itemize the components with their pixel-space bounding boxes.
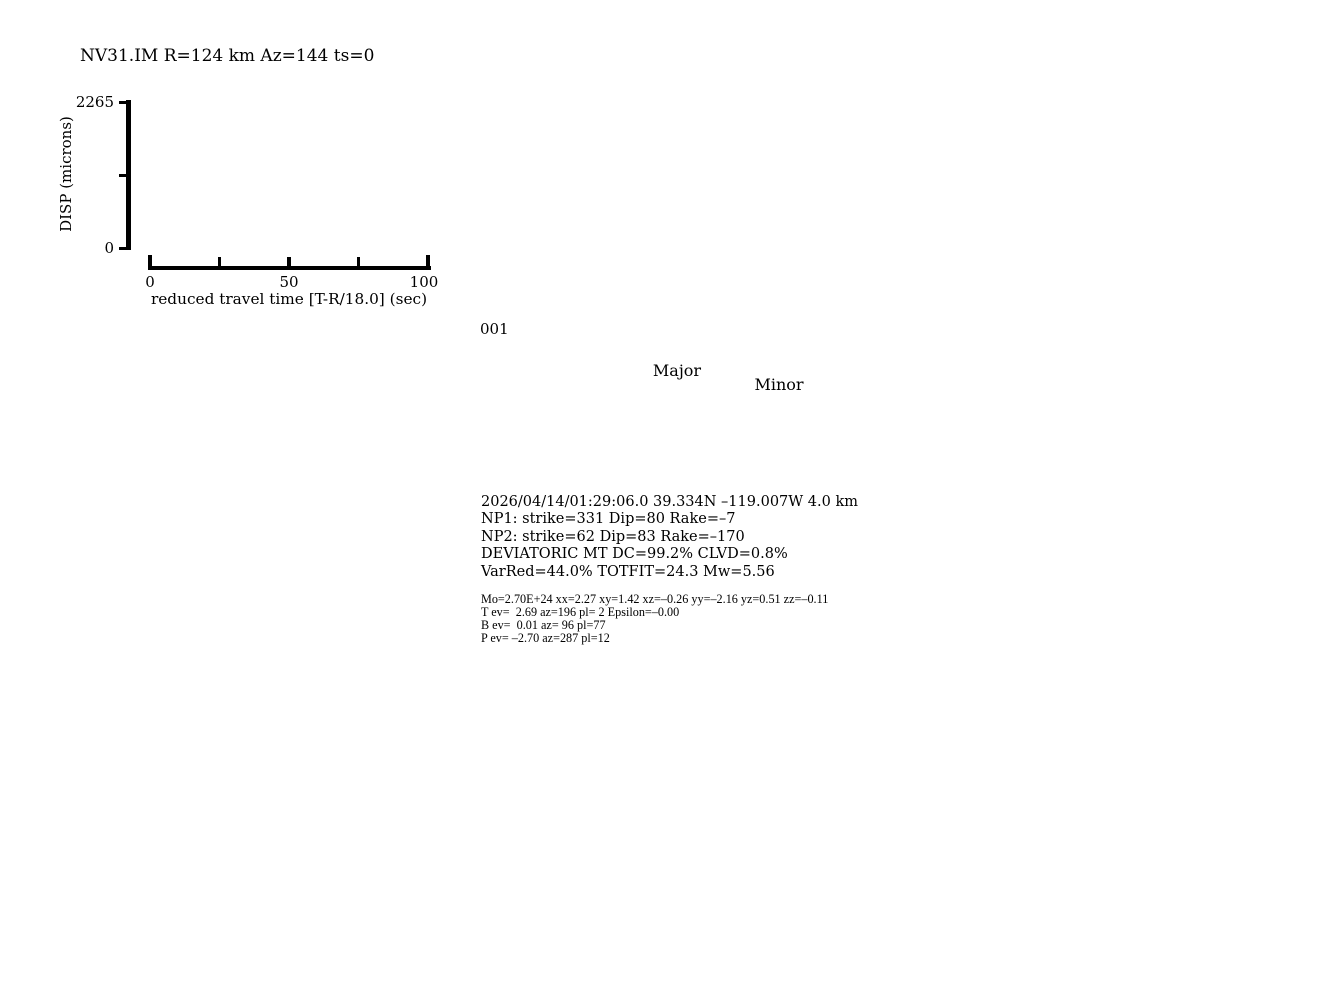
- event-fit-line: VarRed=44.0% TOTFIT=24.3 Mw=5.56: [481, 563, 775, 580]
- x-axis-title: reduced travel time [T-R/18.0] (sec): [150, 290, 428, 308]
- beachball-label-minor: Minor: [754, 375, 804, 394]
- mt-paxis-line: P ev= –2.70 az=287 pl=12: [481, 631, 610, 645]
- x-tick-label: 100: [409, 273, 439, 291]
- x-axis-bar: [148, 266, 431, 270]
- event-mt-line: DEVIATORIC MT DC=99.2% CLVD=0.8%: [481, 546, 788, 563]
- y-axis-bar: [126, 100, 131, 250]
- y-axis-title: DISP (microns): [57, 116, 75, 232]
- x-tick: [287, 257, 291, 266]
- focal-mechanism-panel: [470, 330, 840, 505]
- station-title: NV31.IM R=124 km Az=144 ts=0: [80, 46, 375, 66]
- mt-moment-line: Mo=2.70E+24 xx=2.27 xy=1.42 xz=–0.26 yy=…: [481, 592, 829, 606]
- mt-baxis-line: B ev= 0.01 az= 96 pl=77: [481, 618, 606, 632]
- y-tick-zero: [119, 246, 126, 250]
- event-info-block: 2026/04/14/01:29:06.0 39.334N –119.007W …: [481, 494, 858, 581]
- y-zero-label: 0: [104, 239, 114, 257]
- event-np1-line: NP1: strike=331 Dip=80 Rake=–7: [481, 511, 736, 528]
- x-tick-label: 50: [279, 273, 299, 291]
- y-tick-mid: [119, 173, 126, 177]
- x-tick: [217, 257, 222, 266]
- beachball-label-major: Major: [652, 361, 702, 380]
- beachball-panel-label: 001: [480, 320, 509, 338]
- event-origin-line: 2026/04/14/01:29:06.0 39.334N –119.007W …: [481, 494, 858, 510]
- x-tick-label: 0: [145, 273, 155, 291]
- x-tick: [426, 255, 430, 266]
- y-tick-max: [119, 100, 126, 104]
- mt-taxis-line: T ev= 2.69 az=196 pl= 2 Epsilon=–0.00: [481, 605, 680, 619]
- event-np2-line: NP2: strike=62 Dip=83 Rake=–170: [481, 528, 745, 545]
- x-tick: [356, 257, 361, 266]
- x-tick: [148, 255, 152, 266]
- mt-details-block: Mo=2.70E+24 xx=2.27 xy=1.42 xz=–0.26 yy=…: [481, 593, 828, 645]
- y-max-label: 2265: [75, 93, 114, 111]
